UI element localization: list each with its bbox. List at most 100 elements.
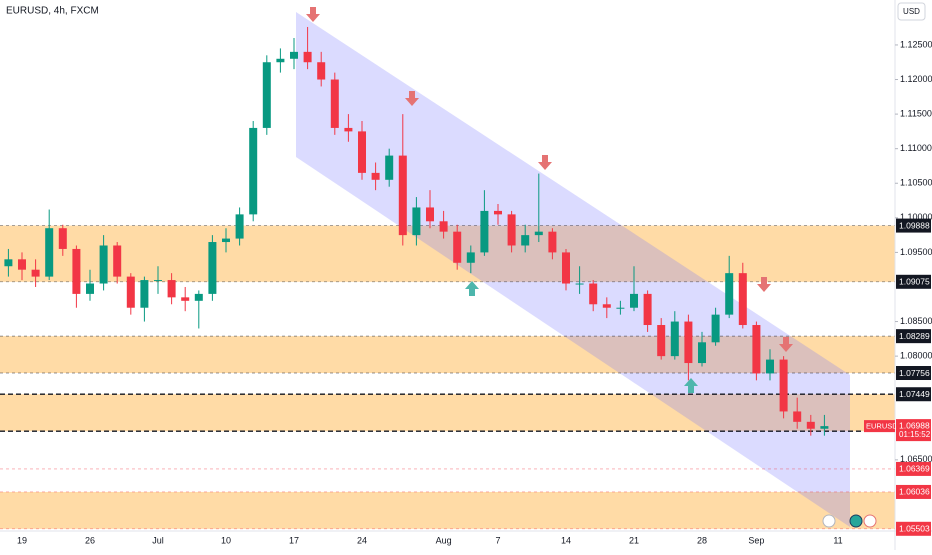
candle-body	[58, 228, 67, 249]
level-label-box	[896, 218, 931, 233]
up-arrow	[465, 281, 479, 296]
candle-body	[480, 210, 489, 253]
candle-body	[698, 342, 706, 364]
y-tick-label: 1.12500	[900, 39, 932, 49]
level-label: 1.09888	[899, 220, 930, 230]
candle-body	[222, 238, 230, 243]
candle-body	[18, 259, 26, 270]
candle-body	[99, 245, 108, 284]
candle-body	[439, 221, 448, 232]
candle-body	[249, 127, 258, 215]
last-price-label: 1.06988	[899, 420, 930, 430]
down-arrow	[306, 7, 320, 22]
candle-body	[45, 228, 54, 277]
level-label-box	[896, 461, 931, 476]
level-label-box	[896, 387, 931, 402]
candles	[4, 26, 829, 436]
zone	[0, 336, 895, 374]
candle-body	[154, 280, 162, 282]
candle-body	[126, 276, 135, 308]
level-label: 1.07756	[899, 368, 930, 378]
candle-body	[235, 214, 244, 239]
candle-body	[466, 252, 475, 263]
candle-body	[507, 214, 516, 246]
y-tick-label: 1.10500	[900, 178, 932, 188]
candle-body	[602, 304, 611, 308]
arrows	[306, 7, 793, 393]
candle-body	[140, 280, 149, 308]
level-label: 1.08289	[899, 331, 930, 341]
x-tick-label: Jul	[152, 535, 164, 545]
candle-body	[208, 242, 217, 294]
candle-body	[589, 283, 598, 305]
candle-body	[371, 172, 380, 180]
chart-title: EURUSD, 4h, FXCM	[6, 6, 99, 17]
level-label-box	[896, 521, 931, 536]
candle-body	[317, 62, 326, 80]
candle-body	[630, 293, 638, 308]
candle-body	[670, 321, 679, 357]
candle-body	[344, 127, 353, 132]
candle-body	[330, 79, 339, 128]
candle-body	[31, 269, 40, 277]
x-tick-label: 26	[85, 535, 95, 545]
x-tick-label: 17	[289, 535, 299, 545]
channel	[296, 12, 850, 527]
up-arrow	[684, 378, 698, 393]
candle-body	[562, 252, 570, 284]
y-tick-label: 1.08000	[900, 351, 932, 361]
candle-body	[766, 359, 774, 374]
candle-body	[643, 293, 652, 326]
candle-body	[575, 283, 584, 285]
last-price-symbol: EURUSD	[866, 422, 898, 431]
zones	[0, 225, 895, 529]
currency-button[interactable]	[897, 2, 926, 21]
lightning-icon[interactable]	[822, 514, 836, 528]
down-arrow	[538, 155, 552, 170]
x-tick-label: Aug	[436, 535, 452, 545]
currency: USD	[903, 7, 920, 16]
candle-body	[86, 283, 94, 294]
zone	[0, 394, 895, 432]
x-tick-label: 14	[561, 535, 571, 545]
flag-icon[interactable]	[863, 514, 877, 528]
down-arrow	[757, 277, 771, 292]
candle-body	[752, 325, 761, 374]
candle-body	[398, 155, 407, 236]
candle-body	[684, 321, 693, 364]
last-price-symbol-box	[864, 420, 895, 433]
candle-body	[738, 273, 747, 326]
x-tick-label: 10	[221, 535, 231, 545]
candle-body	[453, 231, 462, 263]
level-label-box	[896, 366, 931, 381]
candle-body	[521, 235, 530, 246]
level-label-box	[896, 484, 931, 499]
x-tick-label: Sep	[748, 535, 764, 545]
y-tick-label: 1.06500	[900, 454, 932, 464]
candle-body	[194, 293, 203, 301]
level-label: 1.07449	[899, 389, 930, 399]
last-price-box	[896, 419, 931, 442]
candle-body	[494, 210, 502, 215]
zone	[0, 491, 895, 529]
candle-body	[167, 280, 176, 298]
candle-body	[806, 421, 815, 429]
candle-body	[779, 359, 788, 412]
candle-body	[793, 411, 802, 422]
candle-body	[548, 231, 557, 253]
zone	[0, 225, 895, 282]
x-tick-label: 7	[495, 535, 500, 545]
x-tick-label: 24	[357, 535, 367, 545]
y-tick-label: 1.11000	[900, 143, 932, 153]
level-label-box	[896, 329, 931, 344]
down-arrow	[405, 91, 419, 106]
candle-body	[4, 259, 13, 267]
candle-body	[820, 426, 829, 429]
y-tick-label: 1.08500	[900, 316, 932, 326]
candle-body	[358, 131, 366, 173]
candle-body	[426, 207, 434, 222]
y-tick-label: 1.11500	[900, 108, 932, 118]
market-status-icon[interactable]	[849, 514, 863, 528]
level-label: 1.09075	[899, 277, 930, 287]
